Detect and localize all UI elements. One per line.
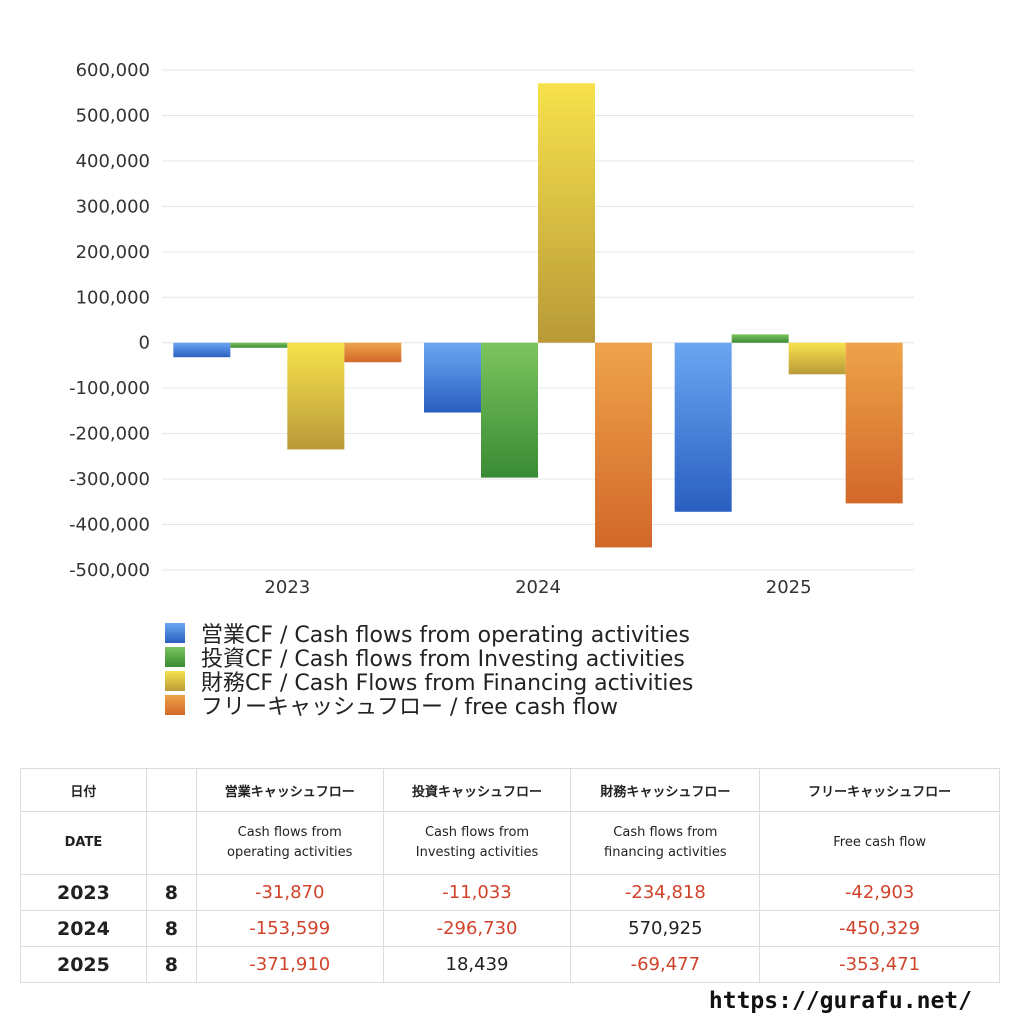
header-date-jp: 日付 [20, 768, 147, 812]
header-investing-en-line1: Cash flows from [424, 825, 530, 840]
header-investing-en: Cash flows from Investing activities [382, 811, 572, 875]
row-month: 8 [145, 910, 197, 947]
bar-2023-series-3 [344, 342, 402, 363]
y-tick-label: 600,000 [76, 60, 150, 81]
row-investing-value: -11,033 [382, 874, 572, 911]
chart-legend: 営業CF / Cash flows from operating activit… [165, 621, 693, 720]
bar-2024-series-2 [538, 83, 595, 343]
y-tick-label: -400,000 [69, 515, 150, 536]
y-tick-label: -200,000 [69, 424, 150, 445]
header-operating-jp: 営業キャッシュフロー [195, 768, 384, 812]
header-free-cash-flow-en: Free cash flow [759, 811, 1000, 875]
y-axis-tick-labels: 600,000 500,000 400,000 300,000 200,000 100,0… [69, 60, 150, 581]
y-tick-label: 100,000 [76, 287, 150, 308]
row-year: 2023 [20, 874, 147, 911]
row-year: 2025 [20, 946, 147, 983]
legend-label-investing: 投資CF / Cash flows from Investing activit… [201, 647, 685, 672]
legend-swatch-investing [165, 647, 185, 667]
legend-label-financing: 財務CF / Cash Flows from Financing activit… [201, 671, 694, 696]
y-tick-label: 300,000 [76, 196, 150, 217]
x-tick-label: 2025 [766, 577, 812, 598]
legend-item-investing: 投資CF / Cash flows from Investing activit… [165, 645, 693, 672]
row-investing-value: -296,730 [382, 910, 572, 947]
header-month-en [145, 811, 197, 875]
row-operating-value: -31,870 [195, 874, 384, 911]
legend-item-financing: 財務CF / Cash Flows from Financing activit… [165, 669, 693, 696]
x-axis-tick-labels: 2023 2024 2025 [264, 577, 811, 598]
header-operating-en-line1: Cash flows from [237, 825, 342, 840]
bar-2024-series-1 [481, 342, 538, 478]
header-free-cash-flow-jp: フリーキャッシュフロー [759, 768, 1000, 812]
cash-flow-table: 日付 営業キャッシュフロー 投資キャッシュフロー 財務キャッシュフロー フリーキ… [20, 768, 1000, 983]
legend-swatch-financing [165, 671, 185, 691]
legend-item-operating: 営業CF / Cash flows from operating activit… [165, 621, 693, 648]
header-financing-en: Cash flows from financing activities [570, 811, 761, 875]
bars [173, 83, 903, 548]
legend-swatch-free-cash-flow [165, 695, 185, 715]
row-financing-value: 570,925 [570, 910, 761, 947]
y-tick-label: 200,000 [76, 242, 150, 263]
row-free-cash-flow-value: -353,471 [759, 946, 1000, 983]
table-header-jp-row: 日付 営業キャッシュフロー 投資キャッシュフロー 財務キャッシュフロー フリーキ… [20, 768, 1000, 812]
header-month-jp [145, 768, 197, 812]
table-row: 2024 8 -153,599 -296,730 570,925 -450,32… [20, 910, 1000, 947]
x-tick-label: 2024 [515, 577, 561, 598]
legend-label-free-cash-flow: フリーキャッシュフロー / free cash flow [201, 695, 619, 720]
y-tick-label: -500,000 [69, 560, 150, 581]
row-financing-value: -234,818 [570, 874, 761, 911]
row-month: 8 [145, 874, 197, 911]
site-url: https://gurafu.net/ [708, 988, 972, 1014]
header-investing-jp: 投資キャッシュフロー [382, 768, 572, 812]
cash-flow-bar-chart: 600,000 500,000 400,000 300,000 200,000 100,0… [69, 60, 914, 598]
bar-2023-series-1 [230, 342, 288, 348]
y-tick-label: 400,000 [76, 151, 150, 172]
table-row: 2025 8 -371,910 18,439 -69,477 -353,471 [20, 946, 1000, 983]
bar-2023-series-2 [287, 342, 345, 450]
row-investing-value: 18,439 [382, 946, 572, 983]
row-free-cash-flow-value: -42,903 [759, 874, 1000, 911]
y-tick-label: -100,000 [69, 378, 150, 399]
bar-2025-series-1 [731, 334, 789, 343]
header-operating-en: Cash flows from operating activities [195, 811, 384, 875]
legend-label-operating: 営業CF / Cash flows from operating activit… [201, 623, 690, 648]
header-financing-en-line1: Cash flows from [613, 825, 718, 840]
table-header-en-row: DATE Cash flows from operating activities… [20, 811, 1000, 875]
y-tick-label: 500,000 [76, 105, 150, 126]
header-date-en-line1: DATE [64, 835, 103, 850]
header-financing-en-line2: financing activities [604, 845, 727, 860]
x-tick-label: 2023 [264, 577, 310, 598]
header-financing-jp: 財務キャッシュフロー [570, 768, 761, 812]
bar-2025-series-0 [674, 342, 732, 512]
legend-item-free-cash-flow: フリーキャッシュフロー / free cash flow [165, 693, 693, 720]
row-free-cash-flow-value: -450,329 [759, 910, 1000, 947]
bar-2023-series-0 [173, 342, 231, 358]
bar-2025-series-2 [788, 342, 846, 375]
table-row: 2023 8 -31,870 -11,033 -234,818 -42,903 [20, 874, 1000, 911]
row-month: 8 [145, 946, 197, 983]
header-investing-en-line2: Investing activities [415, 845, 539, 860]
row-financing-value: -69,477 [570, 946, 761, 983]
row-operating-value: -371,910 [195, 946, 384, 983]
bar-2024-series-3 [595, 342, 652, 548]
legend-swatch-operating [165, 623, 185, 643]
row-year: 2024 [20, 910, 147, 947]
bar-2024-series-0 [424, 342, 481, 413]
bar-2025-series-3 [845, 342, 903, 504]
header-operating-en-line2: operating activities [226, 845, 353, 860]
header-date-en: DATE [20, 811, 147, 875]
row-operating-value: -153,599 [195, 910, 384, 947]
y-tick-label: 0 [139, 333, 150, 354]
header-free-cash-flow-en-line1: Free cash flow [833, 835, 926, 850]
y-tick-label: -300,000 [69, 469, 150, 490]
